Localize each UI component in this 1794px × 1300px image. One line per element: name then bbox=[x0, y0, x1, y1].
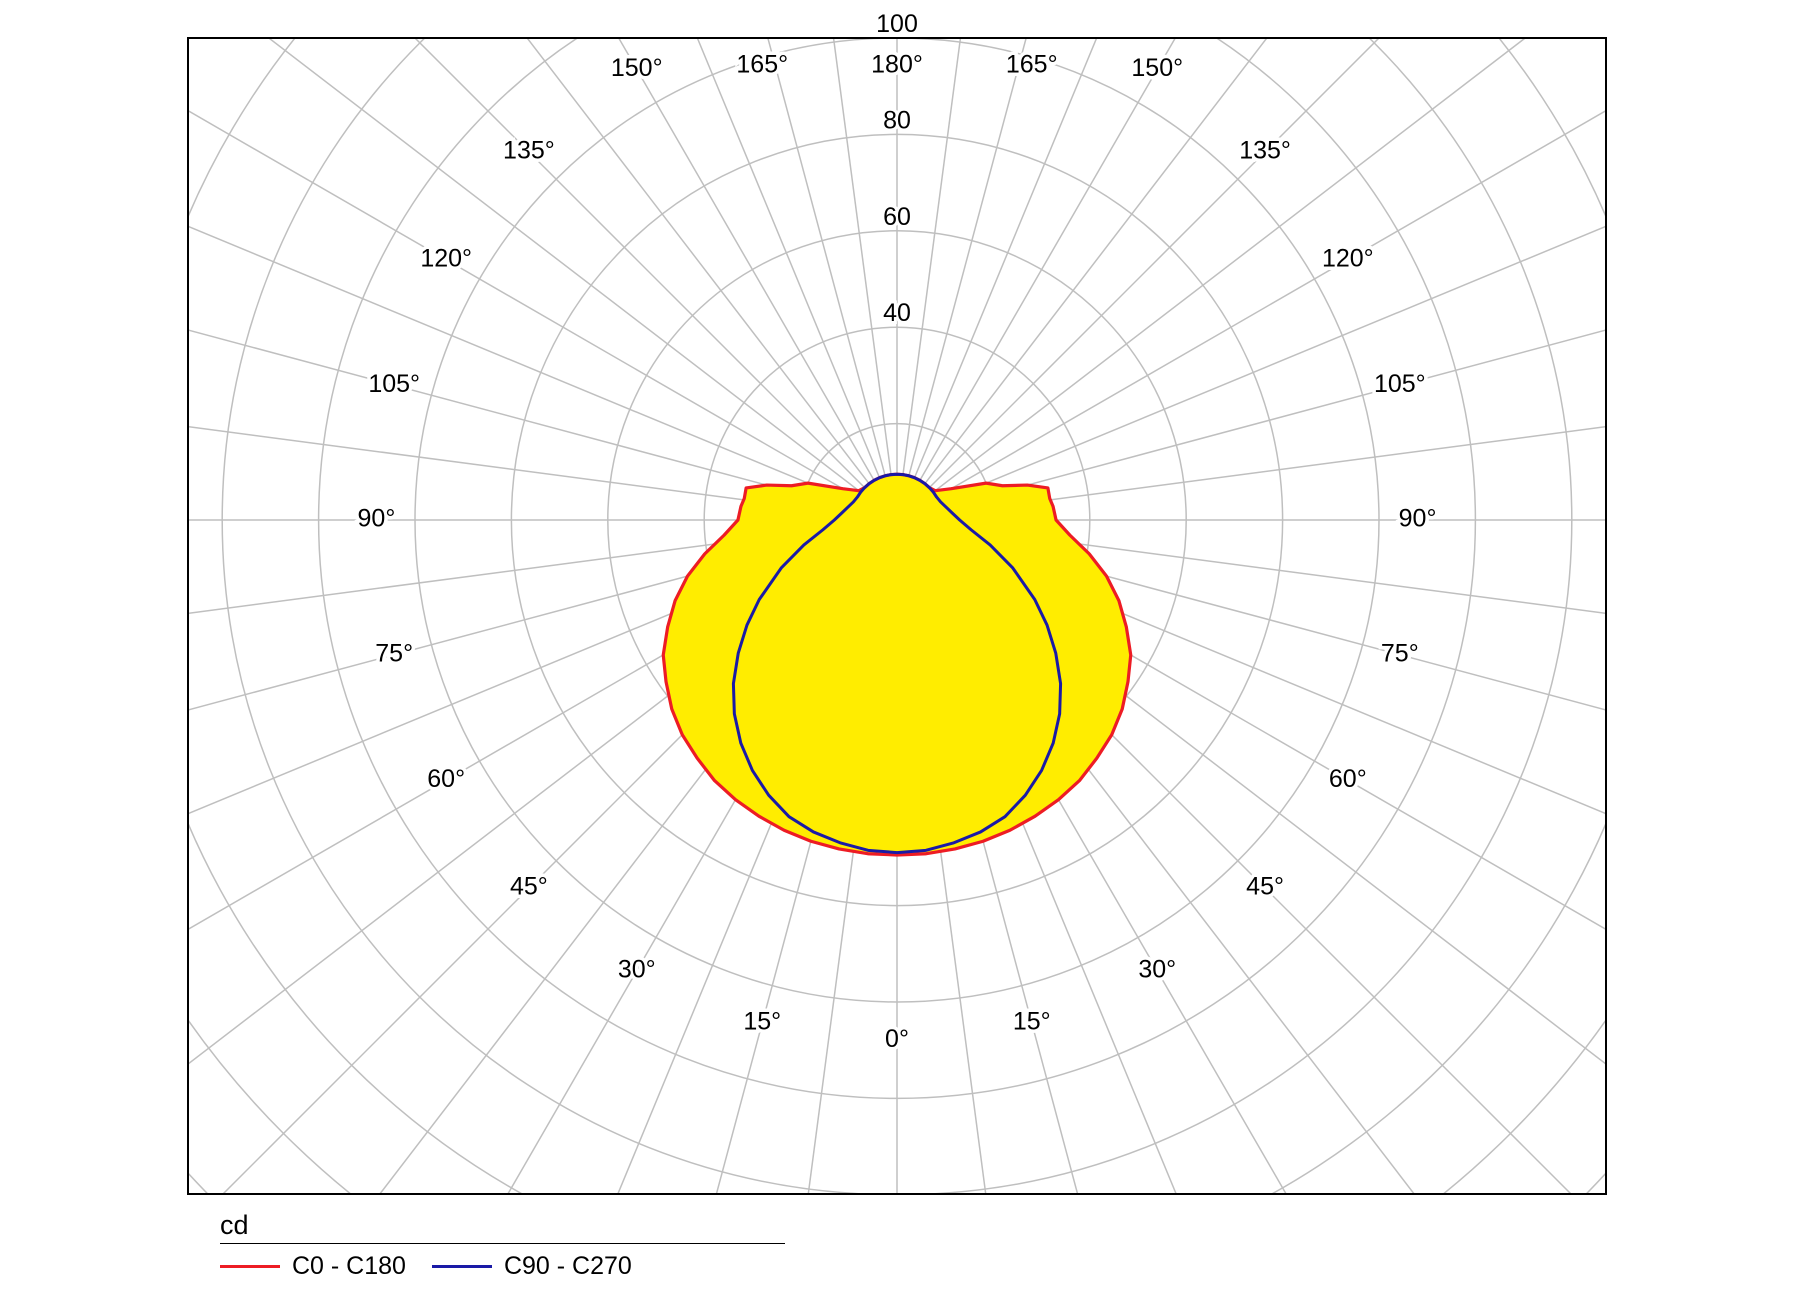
angle-label: 165° bbox=[736, 51, 788, 79]
angle-label: 90° bbox=[358, 505, 396, 533]
angle-label: 15° bbox=[743, 1007, 781, 1035]
angle-label: 60° bbox=[427, 765, 465, 793]
legend-title: cd bbox=[220, 1210, 785, 1241]
polar-diagram: 40 60 80 100 0° 15° 15° 30° 30° 45° 45° 60° 60° 75° 75… bbox=[0, 0, 1794, 1300]
angle-label: 105° bbox=[368, 370, 420, 398]
angle-label: 30° bbox=[618, 955, 656, 983]
legend-swatch bbox=[220, 1265, 280, 1268]
ring-label: 80 bbox=[883, 106, 911, 134]
ring-label: 100 bbox=[876, 10, 918, 38]
legend-swatch bbox=[432, 1265, 492, 1268]
angle-label: 75° bbox=[375, 639, 413, 667]
angle-label: 75° bbox=[1381, 639, 1419, 667]
angle-label: 150° bbox=[611, 54, 663, 82]
legend-item: C90 - C270 bbox=[432, 1252, 632, 1281]
angle-label: 30° bbox=[1138, 955, 1176, 983]
legend-rule bbox=[220, 1243, 785, 1244]
angle-label: 45° bbox=[1246, 873, 1284, 901]
ring-label: 40 bbox=[883, 299, 911, 327]
angle-label: 60° bbox=[1329, 765, 1367, 793]
series-fill bbox=[663, 474, 1131, 855]
angle-label: 150° bbox=[1131, 54, 1183, 82]
angle-label: 0° bbox=[885, 1025, 909, 1053]
angle-label: 135° bbox=[1239, 137, 1291, 165]
legend-item: C0 - C180 bbox=[220, 1252, 406, 1281]
angle-label: 180° bbox=[871, 51, 923, 79]
angle-label: 120° bbox=[420, 244, 472, 272]
legend: cd C0 - C180 C90 - C270 bbox=[220, 1210, 785, 1281]
angle-label: 105° bbox=[1374, 370, 1426, 398]
angle-label: 45° bbox=[510, 873, 548, 901]
legend-label: C90 - C270 bbox=[504, 1252, 632, 1281]
angle-label: 165° bbox=[1006, 51, 1058, 79]
legend-label: C0 - C180 bbox=[292, 1252, 406, 1281]
angle-label: 120° bbox=[1322, 244, 1374, 272]
angle-label: 135° bbox=[503, 137, 555, 165]
ring-label: 60 bbox=[883, 203, 911, 231]
angle-label: 15° bbox=[1013, 1007, 1051, 1035]
angle-label: 90° bbox=[1399, 505, 1437, 533]
